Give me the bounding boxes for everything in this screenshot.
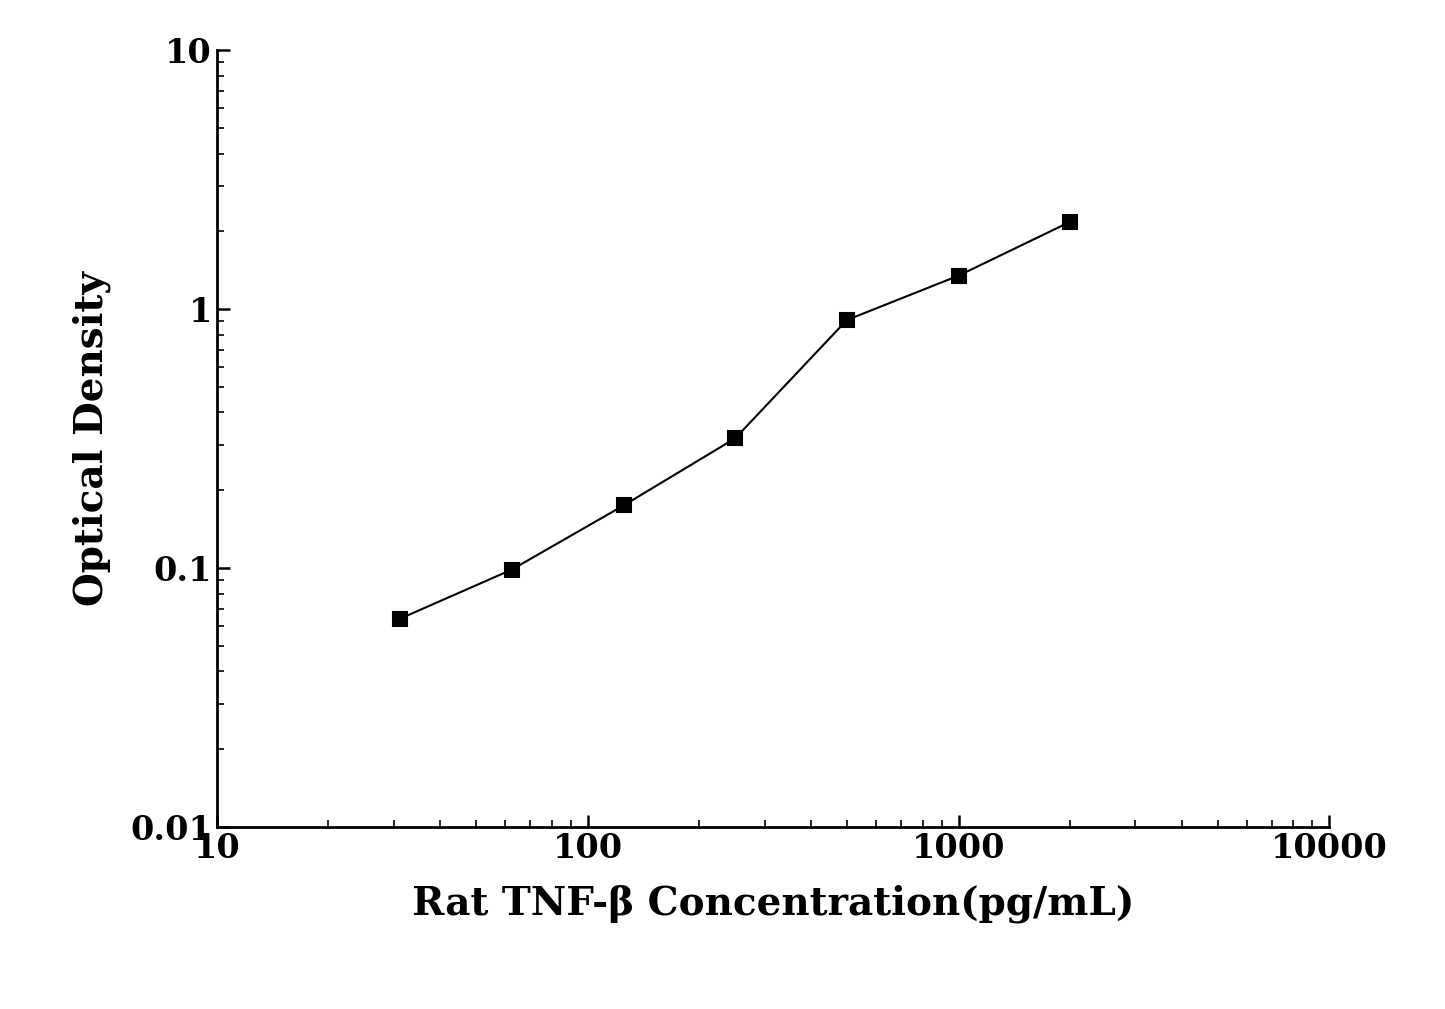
X-axis label: Rat TNF-β Concentration(pg/mL): Rat TNF-β Concentration(pg/mL) [412,885,1134,923]
Y-axis label: Optical Density: Optical Density [72,271,111,606]
